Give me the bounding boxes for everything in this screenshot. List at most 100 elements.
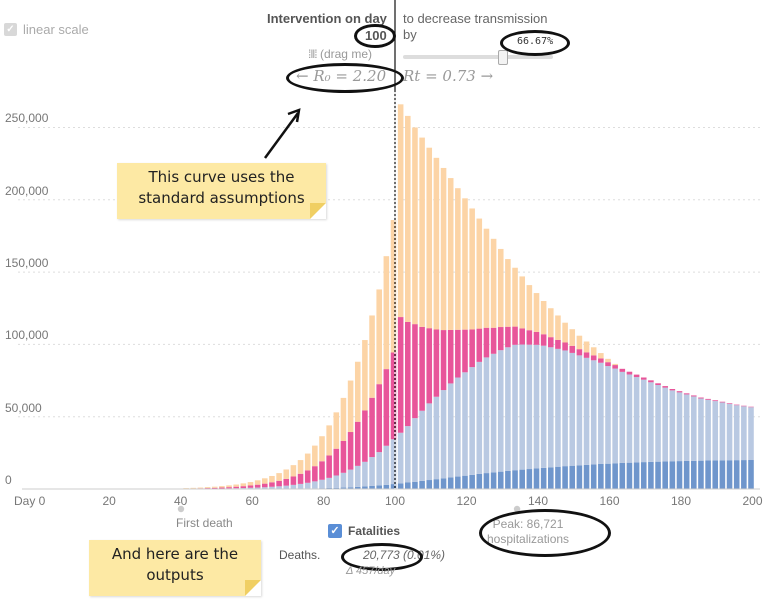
note-fold — [310, 203, 326, 219]
bar-fatalities — [576, 465, 583, 489]
bar-exposed — [362, 340, 368, 411]
bar-infectious — [304, 470, 311, 483]
bar-hospitalized — [455, 377, 461, 477]
bar-exposed — [183, 488, 189, 489]
x-tick-label: 120 — [456, 494, 477, 508]
bar-hospitalized — [741, 406, 747, 461]
first-death-marker — [177, 505, 185, 513]
bar-infectious — [626, 371, 633, 375]
bar-infectious — [640, 377, 647, 380]
bar-infectious — [405, 321, 411, 427]
bar-infectious — [619, 368, 626, 372]
bar-hospitalized — [640, 379, 647, 463]
bar-exposed — [312, 445, 318, 467]
bar-fatalities — [748, 460, 754, 489]
bar-fatalities — [669, 461, 676, 489]
x-tick-label: 40 — [174, 494, 188, 508]
bar-hospitalized — [576, 355, 583, 466]
bar-fatalities — [533, 468, 540, 489]
bottom-sticky-note: And here are the outputs — [89, 540, 261, 596]
bar-fatalities — [383, 484, 390, 489]
bar-hospitalized — [283, 485, 290, 489]
y-tick-label: 150,000 — [5, 256, 49, 271]
bar-fatalities — [354, 486, 361, 489]
bar-infectious — [519, 328, 525, 345]
bar-infectious — [262, 483, 268, 488]
fatalities-label: Fatalities — [348, 524, 401, 538]
day-value-circle — [354, 24, 396, 48]
bar-infectious — [476, 328, 483, 362]
bar-exposed — [483, 228, 490, 328]
bottom-note-line-2: outputs — [146, 566, 204, 584]
bar-infectious — [426, 328, 433, 404]
bar-infectious — [447, 329, 454, 384]
bar-infectious — [412, 324, 418, 419]
bar-exposed — [576, 335, 583, 350]
bar-exposed — [612, 363, 618, 366]
drag-handle[interactable]: ⁞‖⁞ (drag me) — [308, 47, 372, 61]
bar-fatalities — [548, 467, 554, 489]
bar-infectious — [583, 352, 590, 358]
bar-hospitalized — [412, 418, 418, 482]
bar-fatalities — [705, 460, 711, 489]
bar-exposed — [469, 208, 475, 330]
x-tick-label: Day 0 — [14, 494, 46, 508]
bar-fatalities — [476, 473, 483, 489]
bar-fatalities — [483, 473, 490, 489]
linear-scale-toggle[interactable]: ✓ linear scale — [4, 22, 89, 37]
pct-circle — [500, 30, 570, 56]
bar-hospitalized — [698, 398, 704, 461]
bar-infectious — [555, 339, 561, 349]
delta-text: Δ 457/day — [346, 565, 396, 577]
bar-hospitalized — [605, 366, 611, 464]
bar-infectious — [648, 380, 654, 383]
bar-fatalities — [741, 460, 747, 489]
bar-hospitalized — [562, 350, 568, 467]
bar-fatalities — [583, 464, 590, 489]
bar-infectious — [526, 330, 533, 345]
bar-hospitalized — [290, 484, 297, 489]
bar-hospitalized — [383, 445, 390, 485]
bar-hospitalized — [247, 487, 254, 489]
fatalities-toggle[interactable]: ✓ Fatalities — [328, 524, 400, 538]
bar-fatalities — [726, 460, 733, 489]
bar-fatalities — [676, 461, 683, 489]
bar-infectious — [354, 421, 361, 466]
bar-fatalities — [626, 462, 633, 489]
bar-fatalities — [648, 461, 654, 489]
bar-exposed — [405, 115, 411, 322]
bar-fatalities — [362, 486, 368, 489]
bar-fatalities — [540, 467, 547, 489]
bar-hospitalized — [569, 352, 576, 466]
bar-fatalities — [590, 464, 597, 489]
y-tick-label: 250,000 — [5, 111, 49, 126]
bar-infectious — [419, 326, 425, 411]
decrease-slider-track[interactable] — [403, 55, 553, 59]
bar-fatalities — [455, 476, 461, 489]
bar-exposed — [333, 412, 340, 449]
bar-hospitalized — [619, 371, 626, 463]
bar-exposed — [340, 397, 347, 441]
bar-exposed — [412, 127, 418, 325]
decrease-slider-thumb[interactable] — [498, 50, 508, 65]
bar-infectious — [312, 466, 318, 482]
stacked-bars — [183, 104, 754, 490]
bar-exposed — [197, 487, 204, 489]
bar-infectious — [319, 461, 325, 480]
bar-fatalities — [326, 487, 332, 489]
bar-exposed — [569, 329, 576, 346]
bar-hospitalized — [540, 345, 547, 468]
bar-infectious — [397, 317, 404, 433]
y-tick-label: 100,000 — [5, 328, 49, 343]
checkbox-icon[interactable]: ✓ — [328, 524, 342, 538]
bar-infectious — [276, 480, 282, 487]
bar-exposed — [397, 104, 404, 318]
bar-fatalities — [698, 460, 704, 489]
bar-exposed — [526, 285, 533, 331]
bar-hospitalized — [683, 394, 690, 461]
checkbox-icon[interactable]: ✓ — [4, 23, 17, 36]
bar-infectious — [340, 440, 347, 473]
bar-infectious — [676, 391, 683, 393]
bar-fatalities — [426, 480, 433, 489]
bar-exposed — [447, 178, 454, 330]
